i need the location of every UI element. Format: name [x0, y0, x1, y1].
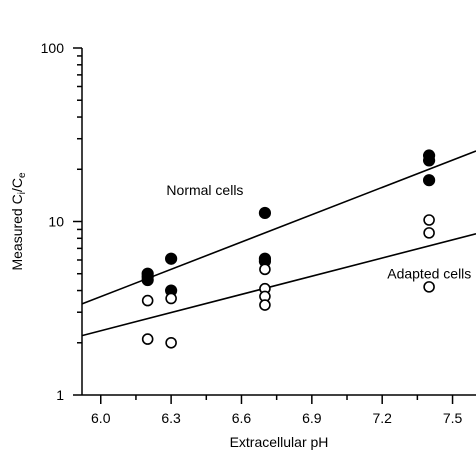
y-label-base: Measured C: [9, 194, 25, 270]
y-label-sub2: e: [17, 172, 28, 178]
y-tick-label: 100: [41, 40, 65, 56]
normal-cell-point: [422, 174, 436, 187]
x-tick-label: 6.9: [302, 410, 322, 426]
adapted-cell-point: [141, 333, 154, 345]
y-label-sep: /C: [9, 178, 25, 192]
x-tick-label: 7.5: [443, 410, 463, 426]
normal-cell-point: [165, 252, 178, 265]
normal-cell-point: [258, 206, 272, 220]
fit-lines: [81, 150, 476, 337]
y-ticks: 1 10 100: [41, 40, 82, 403]
y-tick-label: 10: [48, 214, 64, 230]
x-ticks: 6.0 6.3 6.6 6.9 7.2 7.5: [91, 395, 462, 426]
y-axis-label: Measured Ci/Ce: [9, 172, 28, 271]
adapted-cell-point: [141, 294, 154, 307]
x-tick-label: 6.0: [91, 410, 111, 426]
axes: [81, 48, 476, 396]
series-labels: Normal cells Adapted cells: [166, 182, 471, 281]
series-annotation: Normal cells: [166, 182, 243, 198]
adapted-cell-point: [423, 227, 435, 239]
adapted-cell-point: [423, 281, 435, 293]
x-tick-label: 6.3: [161, 410, 181, 426]
fit-line: [81, 232, 476, 337]
adapted-cell-point: [423, 214, 435, 226]
adapted-cell-point: [259, 299, 271, 311]
data-points: [141, 149, 436, 349]
y-label-sub1: i: [17, 192, 28, 194]
y-tick-label: 1: [56, 387, 64, 403]
normal-cell-point: [422, 154, 436, 167]
adapted-cell-point: [259, 263, 271, 276]
adapted-cell-point: [165, 336, 177, 349]
series-annotation: Adapted cells: [387, 265, 471, 281]
adapted-cell-point: [165, 292, 177, 305]
normal-cell-point: [141, 273, 154, 287]
x-tick-label: 7.2: [372, 410, 392, 426]
x-tick-label: 6.6: [232, 410, 252, 426]
x-axis-label: Extracellular pH: [230, 434, 329, 450]
